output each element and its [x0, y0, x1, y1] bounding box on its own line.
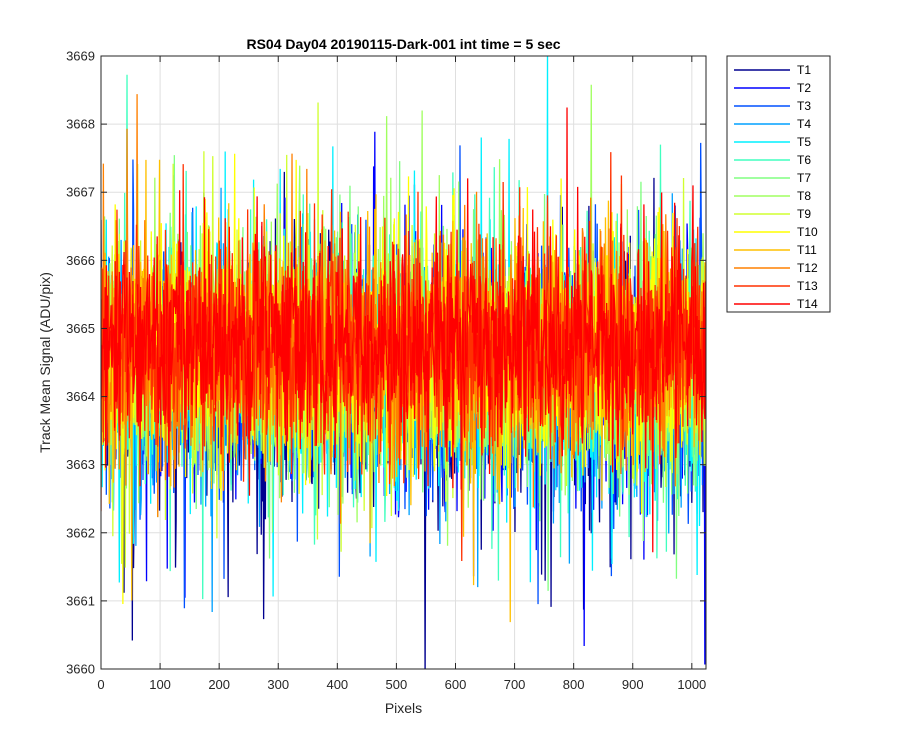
series-line-t14 — [101, 107, 706, 553]
legend: T1 T2 T3 T4 T5 T6 T7 T8 T9 T10 T11 T12 T13 T14 — [726, 55, 831, 313]
y-tick-label: 3660 — [66, 662, 95, 677]
legend-label-t3: T3 — [797, 99, 811, 113]
y-tick-label: 3665 — [66, 321, 95, 336]
x-tick-label: 300 — [267, 677, 289, 692]
x-tick-label: 400 — [326, 677, 348, 692]
x-tick-label: 700 — [504, 677, 526, 692]
x-tick-label: 800 — [563, 677, 585, 692]
x-tick-label: 1000 — [677, 677, 706, 692]
legend-label-t4: T4 — [797, 117, 811, 131]
y-tick-label: 3667 — [66, 185, 95, 200]
legend-box — [726, 55, 831, 313]
x-tick-label: 100 — [149, 677, 171, 692]
legend-label-t11: T11 — [797, 243, 817, 257]
x-tick-label: 0 — [97, 677, 104, 692]
chart-title: RS04 Day04 20190115-Dark-001 int time = … — [246, 36, 560, 52]
series-layer — [101, 56, 706, 669]
y-tick-label: 3662 — [66, 525, 95, 540]
legend-label-t7: T7 — [797, 171, 811, 185]
plot-frame — [100, 55, 707, 670]
x-tick-label: 600 — [445, 677, 467, 692]
x-axis-title: Pixels — [385, 700, 422, 716]
y-tick-label: 3663 — [66, 457, 95, 472]
legend-label-t12: T12 — [797, 261, 818, 275]
y-tick-label: 3666 — [66, 253, 95, 268]
x-tick-label: 500 — [386, 677, 408, 692]
y-tick-label: 3661 — [66, 593, 95, 608]
legend-label-t2: T2 — [797, 81, 811, 95]
y-tick-label: 3669 — [66, 49, 95, 64]
y-tick-label: 3664 — [66, 389, 95, 404]
legend-label-t8: T8 — [797, 189, 811, 203]
legend-label-t13: T13 — [797, 279, 818, 293]
legend-label-t1: T1 — [797, 63, 811, 77]
legend-label-t5: T5 — [797, 135, 811, 149]
legend-label-t14: T14 — [797, 297, 818, 311]
axis-ticks: 0 100 200 300 400 500 600 700 800 900 1000 3660 3661… — [66, 49, 706, 693]
y-axis-title: Track Mean Signal (ADU/pix) — [37, 272, 53, 453]
x-tick-label: 200 — [208, 677, 230, 692]
legend-label-t9: T9 — [797, 207, 811, 221]
legend-label-t6: T6 — [797, 153, 811, 167]
y-tick-label: 3668 — [66, 117, 95, 132]
x-tick-label: 900 — [622, 677, 644, 692]
legend-label-t10: T10 — [797, 225, 818, 239]
